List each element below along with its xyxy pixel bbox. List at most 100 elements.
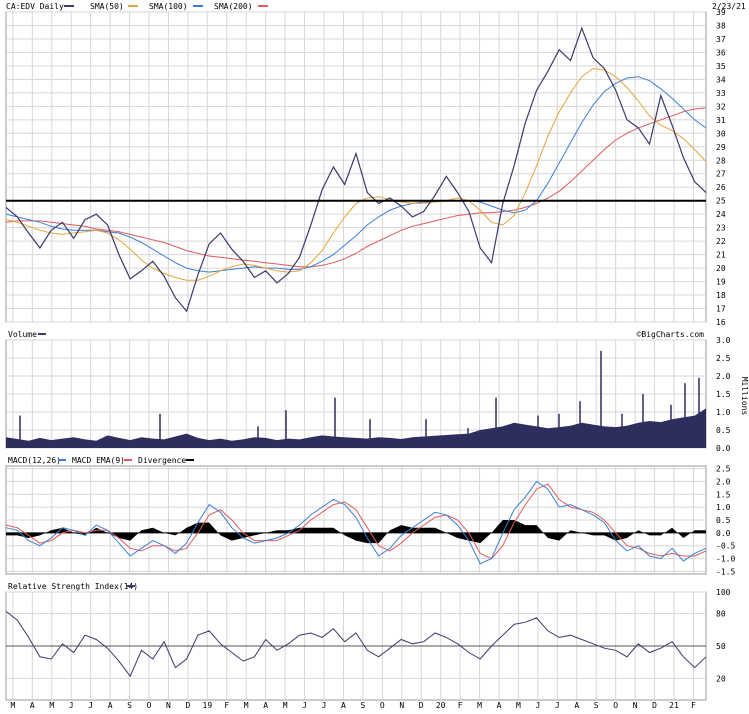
macd-legend-label: MACD(12,26) xyxy=(8,456,61,465)
sma50-series-line xyxy=(5,68,707,281)
sma200-legend-label: SMA(200) xyxy=(214,2,253,11)
source-credit: ©BigCharts.com xyxy=(637,330,705,339)
volume-unit-label: Millions xyxy=(740,377,749,416)
chart-date: 2/23/21 xyxy=(712,2,746,11)
rsi-y-tick-label: 20 xyxy=(716,674,726,683)
divergence-histogram xyxy=(6,520,706,544)
x-tick-label: A xyxy=(30,701,35,710)
x-tick-label: J xyxy=(535,701,540,710)
x-tick-label: J xyxy=(302,701,307,710)
price-y-tick-label: 28 xyxy=(716,156,726,165)
volume-y-tick-label: 2.5 xyxy=(716,354,731,363)
macd-y-tick-label: -1.5 xyxy=(716,567,735,576)
x-tick-label: S xyxy=(594,701,599,710)
x-tick-label: D xyxy=(419,701,424,710)
x-tick-label: F xyxy=(691,701,696,710)
macd-ema-series-line xyxy=(5,483,707,560)
price-y-tick-label: 33 xyxy=(716,89,726,98)
x-tick-label: N xyxy=(166,701,171,710)
x-tick-label: M xyxy=(10,701,15,710)
volume-label: Volume xyxy=(8,330,37,339)
x-tick-label: O xyxy=(147,701,152,710)
price-y-tick-label: 23 xyxy=(716,224,726,233)
macd-y-tick-label: 0.0 xyxy=(716,529,731,538)
x-tick-label: F xyxy=(224,701,229,710)
x-tick-label: M xyxy=(283,701,288,710)
volume-y-tick-label: 1.0 xyxy=(716,408,731,417)
sma200-series-line xyxy=(5,107,707,268)
macd-y-tick-label: 1.5 xyxy=(716,490,731,499)
macd-y-tick-label: 2.0 xyxy=(716,477,731,486)
x-tick-label: S xyxy=(127,701,132,710)
macd-y-tick-label: 2.5 xyxy=(716,465,731,474)
macd-y-tick-label: -1.0 xyxy=(716,555,735,564)
divergence-legend-label: Divergence xyxy=(138,456,186,465)
price-y-tick-label: 26 xyxy=(716,183,726,192)
x-tick-label: N xyxy=(633,701,638,710)
price-y-tick-label: 24 xyxy=(716,210,726,219)
x-tick-label: A xyxy=(263,701,268,710)
x-tick-label: 20 xyxy=(436,701,446,710)
sma100-legend-label: SMA(100) xyxy=(149,2,188,11)
x-tick-label: D xyxy=(652,701,657,710)
volume-y-tick-label: 1.5 xyxy=(716,390,731,399)
x-tick-label: M xyxy=(49,701,54,710)
price-y-tick-label: 17 xyxy=(716,305,726,314)
volume-y-tick-label: 0.5 xyxy=(716,426,731,435)
x-tick-label: A xyxy=(108,701,113,710)
x-tick-label: J xyxy=(88,701,93,710)
price-y-tick-label: 31 xyxy=(716,116,726,125)
price-y-tick-label: 16 xyxy=(716,318,726,327)
x-tick-label: J xyxy=(322,701,327,710)
x-tick-label: M xyxy=(477,701,482,710)
rsi-y-tick-label: 50 xyxy=(716,642,726,651)
price-y-tick-label: 34 xyxy=(716,75,726,84)
price-y-tick-label: 36 xyxy=(716,48,726,57)
volume-y-tick-label: 0.0 xyxy=(716,444,731,453)
rsi-y-tick-label: 80 xyxy=(716,610,726,619)
price-y-tick-label: 37 xyxy=(716,35,726,44)
price-y-tick-label: 35 xyxy=(716,62,726,71)
price-y-tick-label: 38 xyxy=(716,21,726,30)
macd-series-line xyxy=(5,480,707,565)
volume-y-tick-label: 3.0 xyxy=(716,336,731,345)
volume-y-tick-label: 2.0 xyxy=(716,372,731,381)
price-y-tick-label: 27 xyxy=(716,170,726,179)
price-y-tick-label: 20 xyxy=(716,264,726,273)
x-tick-label: M xyxy=(516,701,521,710)
macd-ema-legend-label: MACD EMA(9) xyxy=(72,456,125,465)
x-tick-label: J xyxy=(69,701,74,710)
x-tick-label: O xyxy=(613,701,618,710)
x-tick-label: 21 xyxy=(669,701,679,710)
x-tick-label: D xyxy=(185,701,190,710)
x-tick-label: F xyxy=(458,701,463,710)
price-y-tick-label: 29 xyxy=(716,143,726,152)
sma100-series-line xyxy=(5,76,707,273)
price-y-tick-label: 19 xyxy=(716,278,726,287)
price-y-tick-label: 18 xyxy=(716,291,726,300)
volume-area xyxy=(6,408,706,448)
x-tick-label: S xyxy=(360,701,365,710)
price-y-tick-label: 22 xyxy=(716,237,726,246)
x-tick-label: A xyxy=(497,701,502,710)
x-tick-label: A xyxy=(574,701,579,710)
macd-y-tick-label: -0.5 xyxy=(716,542,735,551)
macd-y-tick-label: 0.5 xyxy=(716,516,731,525)
price-legend-label: CA:EDV Daily xyxy=(6,2,64,11)
price-y-tick-label: 21 xyxy=(716,251,726,260)
x-tick-label: O xyxy=(380,701,385,710)
x-tick-label: 19 xyxy=(203,701,213,710)
x-tick-label: J xyxy=(555,701,560,710)
rsi-series-line xyxy=(5,611,707,678)
x-tick-label: A xyxy=(341,701,346,710)
x-tick-label: M xyxy=(244,701,249,710)
rsi-y-tick-label: 100 xyxy=(716,588,731,597)
price-y-tick-label: 30 xyxy=(716,129,726,138)
price-panel xyxy=(5,11,707,323)
rsi-label: Relative Strength Index(14) xyxy=(8,582,138,591)
sma50-legend-label: SMA(50) xyxy=(90,2,124,11)
macd-y-tick-label: 1.0 xyxy=(716,503,731,512)
price-y-tick-label: 25 xyxy=(716,197,726,206)
